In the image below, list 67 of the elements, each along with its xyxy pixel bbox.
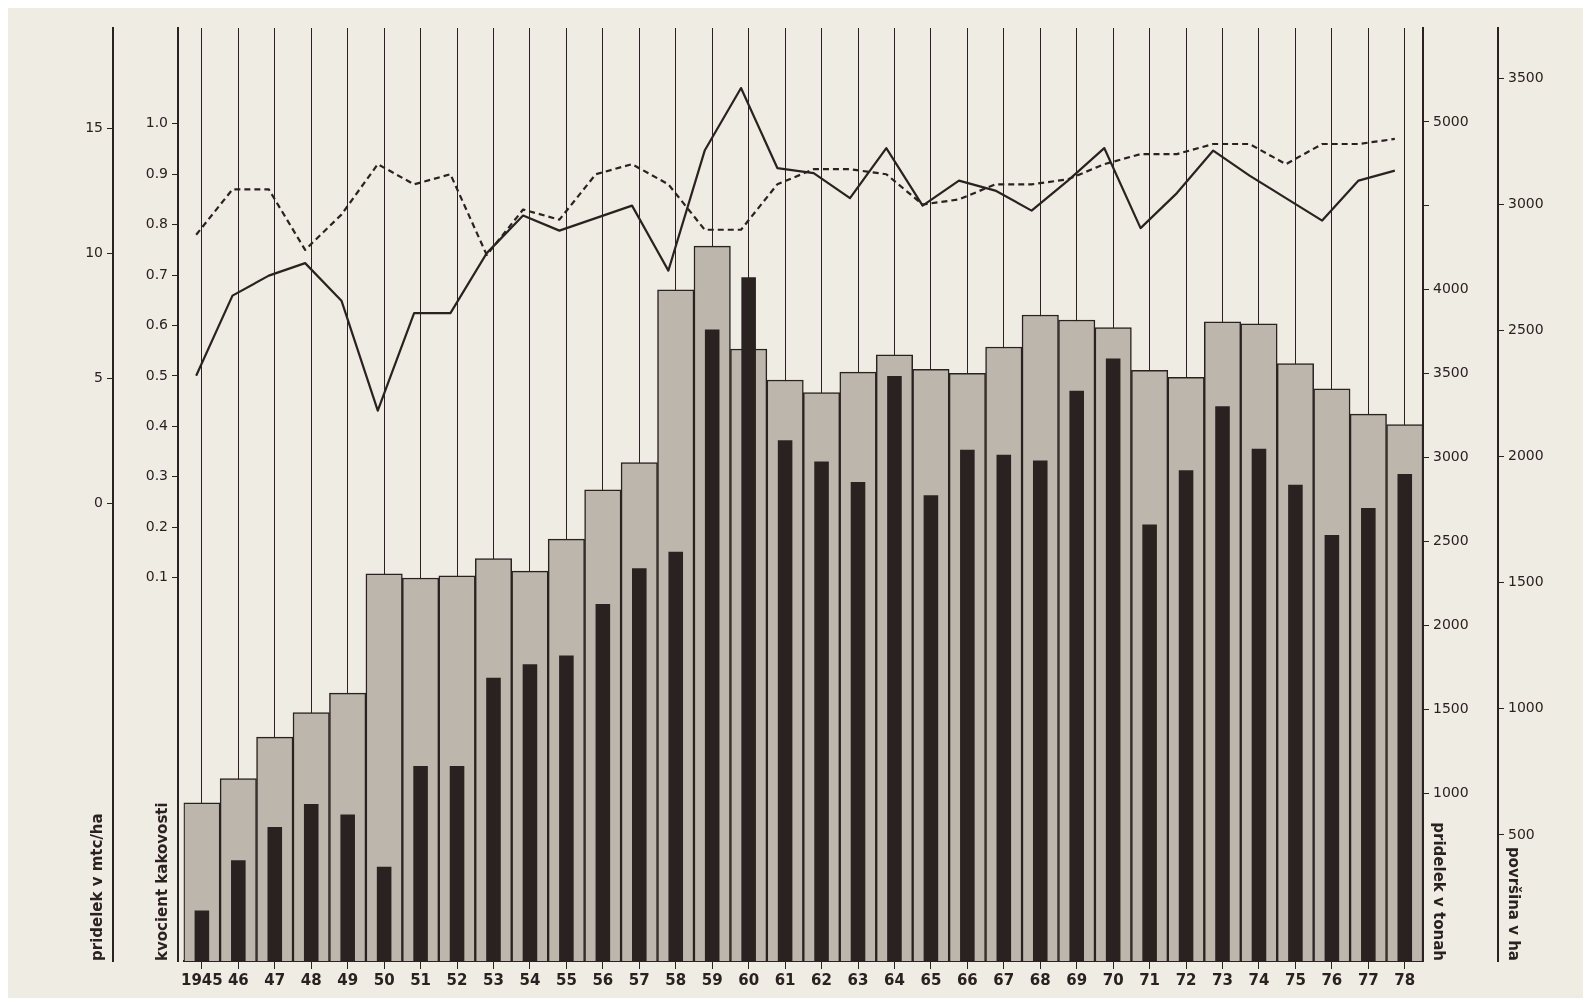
- x-tick-label: 63: [847, 970, 869, 989]
- x-tick-label: 55: [555, 970, 577, 989]
- y2-tick-label: 2500: [1433, 532, 1469, 549]
- x-tick-label: 49: [337, 970, 359, 989]
- y2-tick-label: 0.1: [145, 568, 168, 585]
- y2-tick-label: 3000: [1433, 448, 1469, 465]
- y2-tick-label: 0.3: [145, 467, 168, 484]
- y2-tick-label: 2000: [1433, 616, 1469, 633]
- x-tick-label: 62: [811, 970, 832, 989]
- x-tick-label: 51: [410, 970, 432, 989]
- x-tick-label: 68: [1029, 970, 1051, 989]
- x-tick-label: 58: [665, 970, 687, 989]
- y2-tick-label: 0.9: [145, 164, 168, 181]
- x-tick-label: 66: [956, 970, 978, 989]
- y2-tick-label: 0.6: [145, 316, 169, 333]
- x-tick-label: 75: [1284, 970, 1306, 989]
- x-tick-label: 48: [300, 970, 322, 989]
- x-tick-label: 50: [373, 970, 395, 989]
- y-tick-label: 1000: [1508, 699, 1544, 716]
- y-axis-title: pridelek v mtc/ha: [87, 813, 106, 961]
- y-tick-label: 0: [94, 493, 103, 510]
- x-tick-label: 76: [1321, 970, 1343, 989]
- x-tick-label: 67: [993, 970, 1015, 989]
- y2-tick-label: 3500: [1433, 364, 1469, 381]
- y2-tick-label: 0.7: [145, 265, 168, 282]
- y-tick-label: 500: [1508, 825, 1535, 842]
- x-tick-label: 60: [738, 970, 760, 989]
- y2-tick-label: 1.0: [145, 114, 168, 131]
- x-tick-label: 56: [592, 970, 614, 989]
- x-tick-label: 59: [701, 970, 723, 989]
- y-tick-label: 3000: [1508, 195, 1544, 212]
- x-tick-label: 57: [628, 970, 650, 989]
- y-tick-label: 10: [85, 243, 103, 260]
- x-tick-label: 54: [519, 970, 541, 989]
- y2-tick-label: 1000: [1433, 783, 1469, 800]
- y2-tick-label: 5000: [1433, 112, 1469, 129]
- y2-tick-label: 4000: [1433, 280, 1469, 297]
- x-tick-label: 64: [884, 970, 905, 989]
- y2-tick-label: 0.5: [145, 366, 168, 383]
- y2-axis-title: kvocient kakovosti: [152, 802, 171, 961]
- y-axis-title: površina v ha: [1505, 846, 1524, 961]
- x-tick-label: 52: [446, 970, 468, 989]
- x-tick-label: 65: [920, 970, 942, 989]
- x-tick-label: 71: [1139, 970, 1161, 989]
- y2-axis-title: pridelek v tonah: [1430, 822, 1449, 961]
- y2-tick-label: 0.4: [145, 417, 169, 434]
- y2-tick-label: 0.8: [145, 215, 168, 232]
- y-tick-label: 2000: [1508, 447, 1544, 464]
- y-tick-label: 2500: [1508, 321, 1544, 338]
- x-tick-label: 1945: [181, 970, 223, 989]
- x-tick-label: 73: [1212, 970, 1233, 989]
- y-tick-label: 1500: [1508, 573, 1544, 590]
- x-tick-label: 46: [227, 970, 249, 989]
- y-tick-label: 5: [94, 368, 103, 385]
- x-tick-label: 72: [1175, 970, 1197, 989]
- y-tick-label: 15: [85, 118, 103, 135]
- y-tick-label: 3500: [1508, 69, 1544, 86]
- x-tick-label: 47: [264, 970, 286, 989]
- x-tick-label: 69: [1066, 970, 1088, 989]
- y2-tick-label: 0.2: [145, 517, 168, 534]
- x-tick-label: 61: [774, 970, 796, 989]
- x-tick-label: 78: [1394, 970, 1416, 989]
- x-tick-label: 74: [1248, 970, 1270, 989]
- y2-tick-label: 1500: [1433, 699, 1469, 716]
- x-tick-label: 53: [483, 970, 504, 989]
- x-tick-label: 77: [1357, 970, 1379, 989]
- x-tick-label: 70: [1102, 970, 1124, 989]
